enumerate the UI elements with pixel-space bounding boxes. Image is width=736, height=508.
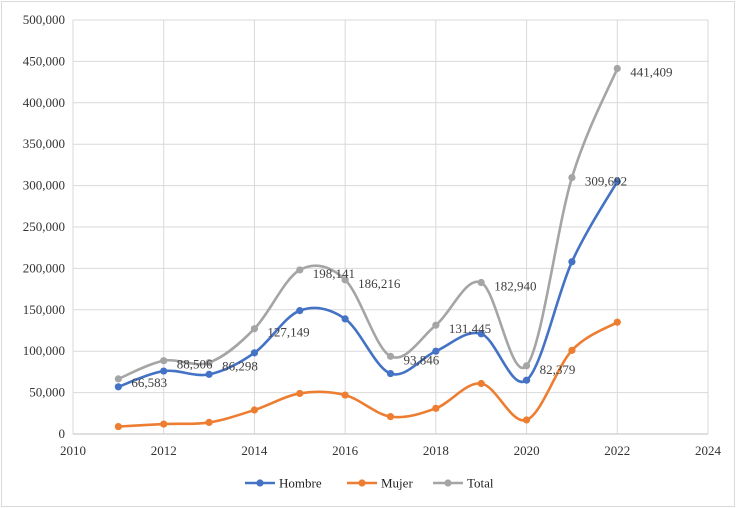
x-tick-label: 2012 bbox=[151, 443, 177, 458]
data-label: 82,379 bbox=[540, 362, 576, 377]
data-label: 88,506 bbox=[177, 357, 213, 372]
data-label: 198,141 bbox=[313, 266, 355, 281]
y-tick-label: 50,000 bbox=[29, 385, 65, 400]
data-point-total bbox=[114, 375, 122, 383]
data-point-total bbox=[160, 357, 168, 365]
data-point-mujer bbox=[613, 318, 621, 326]
data-point-total bbox=[296, 266, 304, 274]
data-point-total bbox=[341, 276, 349, 284]
data-point-hombre bbox=[296, 307, 304, 315]
legend-label-hombre: Hombre bbox=[279, 476, 322, 491]
x-tick-label: 2014 bbox=[241, 443, 268, 458]
legend-marker-hombre bbox=[256, 479, 264, 487]
data-label: 86,298 bbox=[222, 359, 258, 374]
data-point-hombre bbox=[432, 347, 440, 355]
data-label: 131,445 bbox=[449, 321, 491, 336]
data-point-mujer bbox=[341, 391, 349, 399]
data-point-mujer bbox=[296, 389, 304, 398]
y-tick-label: 0 bbox=[59, 426, 66, 441]
y-tick-label: 100,000 bbox=[23, 343, 65, 358]
data-point-mujer bbox=[568, 346, 576, 354]
data-point-total bbox=[477, 278, 485, 287]
x-tick-label: 2022 bbox=[604, 443, 630, 458]
data-label: 441,409 bbox=[630, 65, 672, 80]
data-point-hombre bbox=[386, 369, 395, 378]
data-point-total bbox=[522, 362, 531, 370]
x-tick-label: 2024 bbox=[695, 443, 722, 458]
data-point-mujer bbox=[386, 413, 395, 421]
data-point-hombre bbox=[205, 370, 213, 378]
legend-marker-mujer bbox=[358, 479, 366, 487]
data-point-mujer bbox=[114, 422, 122, 431]
series-line-total bbox=[117, 67, 619, 381]
data-point-hombre bbox=[568, 258, 576, 266]
data-point-hombre bbox=[522, 376, 531, 384]
data-label: 93,846 bbox=[404, 352, 440, 367]
legend-marker-total bbox=[444, 479, 452, 487]
data-label: 127,149 bbox=[267, 325, 309, 340]
x-tick-label: 2020 bbox=[514, 443, 540, 458]
data-point-mujer bbox=[522, 416, 531, 424]
data-point-hombre bbox=[341, 315, 349, 323]
legend: Hombre Mujer Total bbox=[245, 476, 494, 491]
y-tick-label: 400,000 bbox=[23, 95, 65, 110]
data-point-hombre bbox=[613, 177, 621, 186]
x-tick-label: 2010 bbox=[60, 443, 86, 458]
data-point-mujer bbox=[250, 406, 259, 414]
legend-label-mujer: Mujer bbox=[381, 476, 413, 491]
data-point-total bbox=[432, 321, 440, 329]
data-point-total bbox=[386, 352, 395, 360]
data-point-mujer bbox=[432, 404, 440, 412]
data-point-mujer bbox=[160, 420, 168, 428]
data-label: 186,216 bbox=[358, 276, 401, 291]
data-point-hombre bbox=[477, 330, 485, 338]
data-point-mujer bbox=[477, 379, 485, 388]
data-point-total bbox=[205, 358, 213, 367]
x-tick-label: 2016 bbox=[332, 443, 359, 458]
data-label: 182,940 bbox=[494, 279, 536, 294]
axes: 2010 2012 2014 2016 2018 2020 2022 2024 0 50,000 1… bbox=[23, 12, 722, 458]
y-tick-label: 150,000 bbox=[23, 302, 65, 317]
data-point-mujer bbox=[205, 418, 213, 427]
y-tick-label: 250,000 bbox=[23, 219, 65, 234]
y-tick-label: 300,000 bbox=[23, 178, 65, 193]
y-tick-label: 350,000 bbox=[23, 136, 65, 151]
data-points bbox=[114, 64, 621, 431]
data-label: 309,692 bbox=[585, 174, 627, 189]
data-label: 66,583 bbox=[131, 375, 167, 390]
y-tick-label: 200,000 bbox=[23, 260, 65, 275]
data-point-total bbox=[568, 173, 576, 182]
data-point-hombre bbox=[114, 383, 122, 391]
data-point-total bbox=[613, 64, 621, 73]
x-tick-label: 2018 bbox=[423, 443, 449, 458]
y-tick-label: 450,000 bbox=[23, 53, 65, 68]
data-point-hombre bbox=[250, 349, 259, 357]
data-point-total bbox=[250, 325, 259, 333]
data-point-hombre bbox=[160, 367, 168, 375]
legend-label-total: Total bbox=[467, 476, 494, 491]
y-tick-label: 500,000 bbox=[23, 12, 65, 27]
